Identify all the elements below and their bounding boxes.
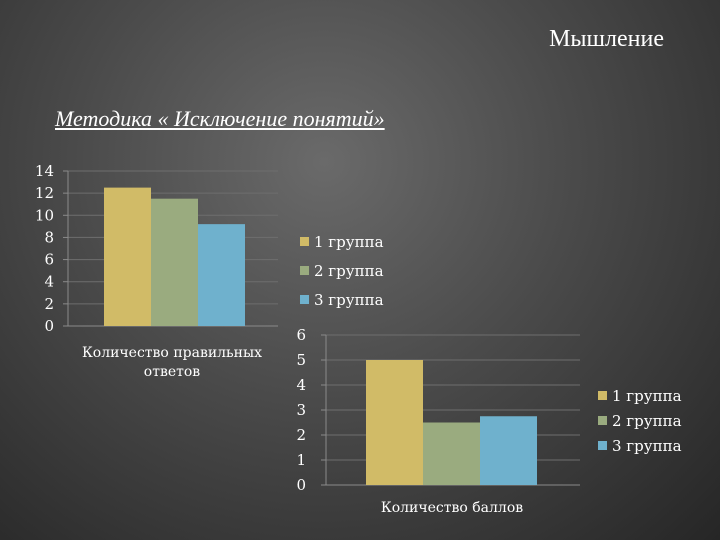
y-tick-label: 0 <box>296 476 306 494</box>
y-tick-label: 2 <box>296 426 306 444</box>
chart1-bars <box>104 187 245 326</box>
legend-swatch-1 <box>598 391 607 400</box>
chart2-legend: 1 группа 2 группа 3 группа <box>598 387 682 455</box>
y-tick-label: 6 <box>296 326 306 344</box>
chart1-legend: 1 группа 2 группа 3 группа <box>300 233 384 309</box>
chart-points: 0 1 2 3 4 5 6 Количество баллов 1 группа 2 груп… <box>296 326 681 516</box>
y-tick-label: 3 <box>296 401 306 419</box>
y-tick-label: 4 <box>44 273 54 291</box>
legend-label-2: 2 группа <box>314 262 384 280</box>
bar-1 <box>366 360 423 485</box>
y-tick-label: 6 <box>44 251 54 269</box>
chart1-category-label-line2: ответов <box>144 364 201 380</box>
chart2-category-label: Количество баллов <box>381 500 523 516</box>
legend-swatch-2 <box>300 266 309 275</box>
legend-swatch-3 <box>598 441 607 450</box>
legend-label-2: 2 группа <box>612 412 682 430</box>
chart2-y-ticks: 0 1 2 3 4 5 6 <box>296 326 306 494</box>
y-tick-label: 0 <box>44 317 54 335</box>
y-tick-label: 14 <box>35 162 54 180</box>
y-tick-label: 2 <box>44 295 54 313</box>
y-tick-label: 4 <box>296 376 306 394</box>
bar-3 <box>198 224 245 326</box>
y-tick-label: 12 <box>35 184 54 202</box>
legend-swatch-2 <box>598 416 607 425</box>
bar-3 <box>480 416 537 485</box>
chart1-y-ticks: 0 2 4 6 8 10 12 14 <box>35 162 54 335</box>
method-subtitle: Методика « Исключение понятий» <box>55 106 385 131</box>
legend-label-3: 3 группа <box>612 437 682 455</box>
legend-swatch-1 <box>300 237 309 246</box>
bar-2 <box>423 422 480 485</box>
y-tick-label: 1 <box>296 451 306 469</box>
y-tick-label: 8 <box>44 228 54 246</box>
y-tick-label: 5 <box>296 351 306 369</box>
chart1-category-label-line1: Количество правильных <box>82 345 262 361</box>
bar-2 <box>151 198 198 326</box>
legend-label-1: 1 группа <box>314 233 384 251</box>
slide-title: Мышление <box>549 26 664 52</box>
chart2-bars <box>366 360 537 485</box>
legend-swatch-3 <box>300 295 309 304</box>
legend-label-1: 1 группа <box>612 387 682 405</box>
y-tick-label: 10 <box>35 206 54 224</box>
chart-correct-answers: 0 2 4 6 8 10 12 14 Количество правильных ответо… <box>35 162 384 380</box>
bar-1 <box>104 187 151 326</box>
legend-label-3: 3 группа <box>314 291 384 309</box>
